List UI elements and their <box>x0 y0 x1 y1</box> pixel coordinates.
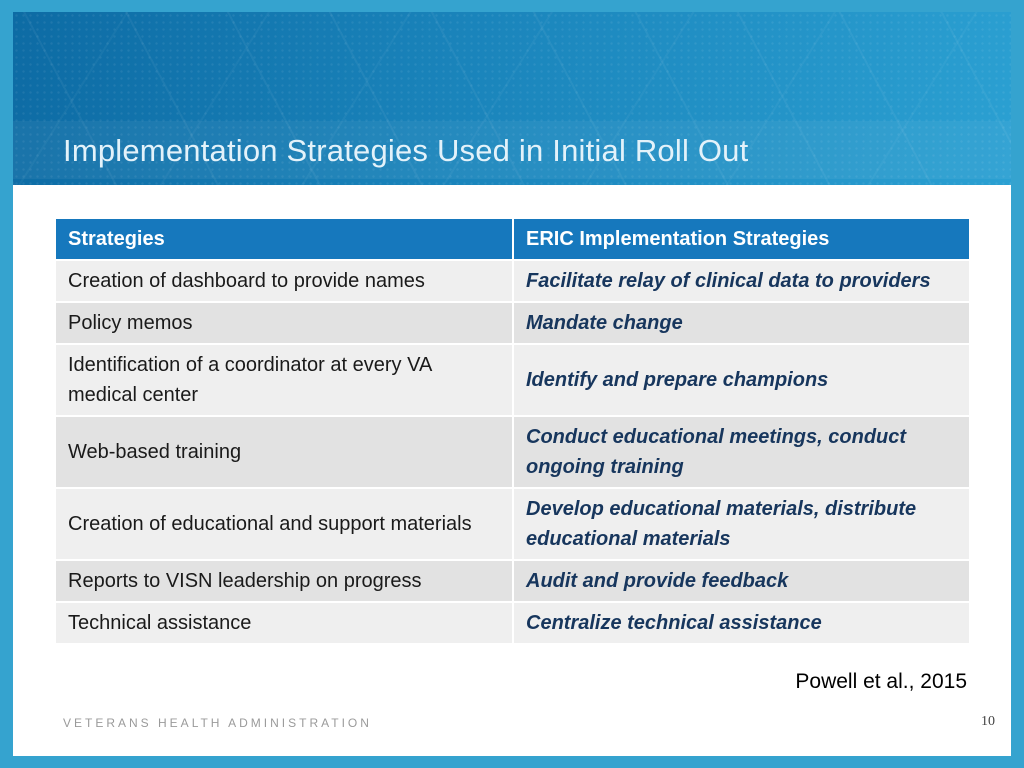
cell-eric: Facilitate relay of clinical data to pro… <box>514 261 969 301</box>
cell-eric: Identify and prepare champions <box>514 345 969 415</box>
cell-eric: Mandate change <box>514 303 969 343</box>
cell-strategy: Web-based training <box>56 417 512 487</box>
table-header-eric: ERIC Implementation Strategies <box>514 219 969 259</box>
strategies-table: Strategies ERIC Implementation Strategie… <box>56 219 969 643</box>
cell-strategy: Creation of dashboard to provide names <box>56 261 512 301</box>
cell-eric: Centralize technical assistance <box>514 603 969 643</box>
cell-eric: Audit and provide feedback <box>514 561 969 601</box>
cell-strategy: Policy memos <box>56 303 512 343</box>
citation: Powell et al., 2015 <box>795 670 967 693</box>
slide-title: Implementation Strategies Used in Initia… <box>63 133 749 168</box>
cell-strategy: Identification of a coordinator at every… <box>56 345 512 415</box>
cell-eric: Develop educational materials, distribut… <box>514 489 969 559</box>
cell-strategy: Technical assistance <box>56 603 512 643</box>
slide-canvas: Implementation Strategies Used in Initia… <box>13 12 1011 756</box>
title-banner: Implementation Strategies Used in Initia… <box>13 12 1011 185</box>
strategies-table-container: Strategies ERIC Implementation Strategie… <box>56 219 969 643</box>
footer-text: VETERANS HEALTH ADMINISTRATION <box>63 716 372 730</box>
cell-strategy: Reports to VISN leadership on progress <box>56 561 512 601</box>
page-number: 10 <box>981 714 995 729</box>
cell-strategy: Creation of educational and support mate… <box>56 489 512 559</box>
table-header-strategies: Strategies <box>56 219 512 259</box>
cell-eric: Conduct educational meetings, conduct on… <box>514 417 969 487</box>
